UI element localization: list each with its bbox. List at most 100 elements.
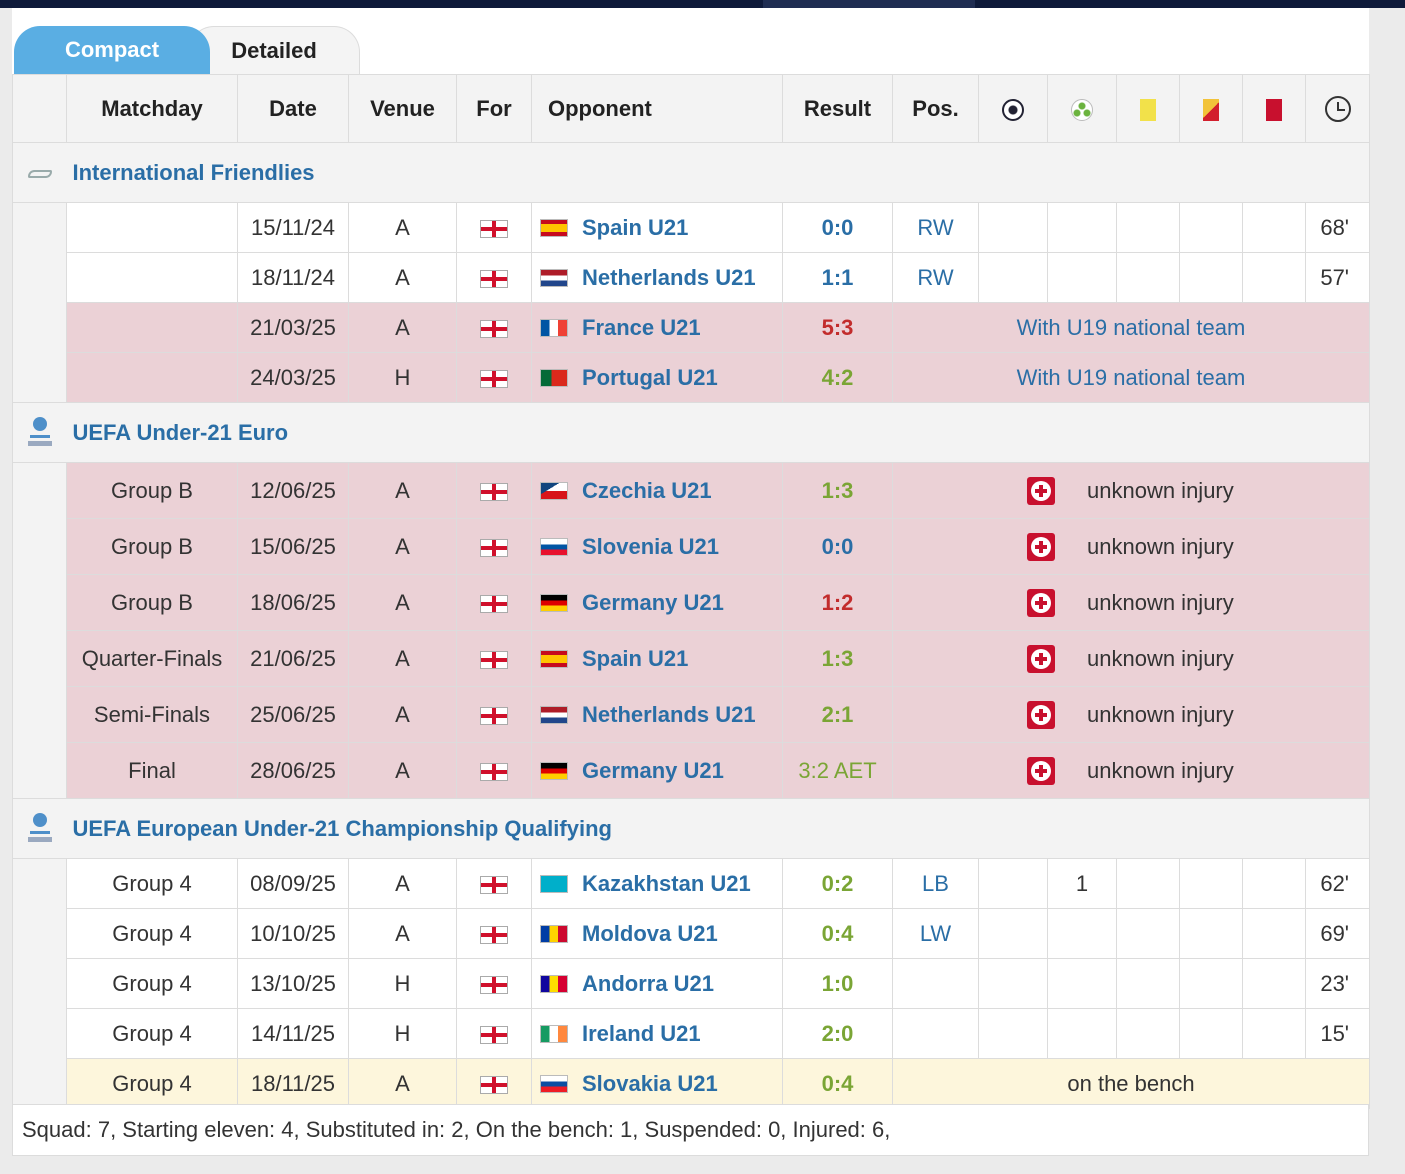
opponent-link[interactable]: Moldova U21 (582, 921, 718, 947)
result-cell: 1:3 (782, 630, 893, 687)
competition-row: UEFA Under-21 Euro (12, 402, 1370, 463)
status-note-text: on the bench (1067, 1070, 1195, 1096)
result-link[interactable]: 5:3 (821, 314, 854, 340)
competition-name[interactable]: UEFA Under-21 Euro (66, 402, 1370, 463)
injury-text: unknown injury (1087, 757, 1234, 783)
row-spacer (12, 1008, 67, 1059)
header-for[interactable]: For (456, 74, 532, 143)
date-cell: 24/03/25 (237, 352, 349, 403)
pos-cell: LW (892, 908, 979, 959)
competition-name[interactable]: UEFA European Under-21 Championship Qual… (66, 798, 1370, 859)
for-cell (456, 1058, 532, 1109)
competition-name[interactable]: International Friendlies (66, 142, 1370, 203)
status-note-text: With U19 national team (1016, 364, 1246, 390)
for-cell (456, 908, 532, 959)
header-pos[interactable]: Pos. (892, 74, 979, 143)
england-flag-icon (480, 269, 508, 288)
result-link[interactable]: 4:2 (821, 364, 854, 390)
tab-compact[interactable]: Compact (14, 26, 210, 74)
result-link[interactable]: 3:2 AET (798, 757, 877, 783)
red-card-icon (1266, 98, 1282, 121)
row-spacer (12, 462, 67, 519)
goals-cell (978, 252, 1048, 303)
opponent-link[interactable]: Kazakhstan U21 (582, 871, 751, 897)
injury-icon (1027, 756, 1055, 785)
header-matchday[interactable]: Matchday (66, 74, 238, 143)
assists-icon (1071, 98, 1093, 121)
opponent-link[interactable]: Czechia U21 (582, 478, 712, 504)
portugal-flag-icon (540, 369, 568, 388)
yellow-cell (1116, 858, 1180, 909)
opponent-cell: Kazakhstan U21 (531, 858, 783, 909)
trophy-icon (27, 416, 53, 449)
yellow-cell (1116, 908, 1180, 959)
opponent-link[interactable]: Slovakia U21 (582, 1071, 718, 1097)
header-second-yellow[interactable] (1179, 74, 1243, 143)
result-cell: 4:2 (782, 352, 893, 403)
header-goals[interactable] (978, 74, 1048, 143)
matchday-cell: Group 4 (66, 908, 238, 959)
spain-flag-icon (540, 650, 568, 669)
result-cell: 1:3 (782, 462, 893, 519)
opponent-link[interactable]: Slovenia U21 (582, 534, 719, 560)
opponent-link[interactable]: Spain U21 (582, 215, 689, 241)
result-link[interactable]: 1:1 (821, 264, 854, 290)
result-link[interactable]: 0:0 (821, 214, 854, 240)
opponent-link[interactable]: Netherlands U21 (582, 265, 756, 291)
header-result[interactable]: Result (782, 74, 893, 143)
injury-text: unknown injury (1087, 477, 1234, 503)
opponent-link[interactable]: Germany U21 (582, 758, 724, 784)
opponent-link[interactable]: Ireland U21 (582, 1021, 701, 1047)
venue-cell: A (348, 686, 457, 743)
match-row: Group 4 08/09/25 A Kazakhstan U21 0:2 LB … (12, 858, 1370, 909)
opponent-cell: Ireland U21 (531, 1008, 783, 1059)
header-opponent[interactable]: Opponent (531, 74, 783, 143)
handshake-icon (26, 166, 54, 182)
opponent-link[interactable]: Netherlands U21 (582, 702, 756, 728)
france-flag-icon (540, 319, 568, 338)
header-yellow[interactable] (1116, 74, 1180, 143)
second-yellow-cell (1179, 202, 1243, 253)
result-link[interactable]: 1:3 (821, 477, 854, 503)
competition-icon-cell (12, 798, 67, 859)
header-assists[interactable] (1047, 74, 1117, 143)
opponent-link[interactable]: Portugal U21 (582, 365, 718, 391)
for-cell (456, 202, 532, 253)
result-link[interactable]: 0:2 (821, 870, 854, 896)
opponent-link[interactable]: Germany U21 (582, 590, 724, 616)
opponent-cell: France U21 (531, 302, 783, 353)
summary-footer: Squad: 7, Starting eleven: 4, Substitute… (12, 1104, 1369, 1156)
header-date[interactable]: Date (237, 74, 349, 143)
venue-cell: A (348, 574, 457, 631)
result-link[interactable]: 1:2 (821, 589, 854, 615)
tab-detailed[interactable]: Detailed (188, 26, 360, 74)
opponent-link[interactable]: France U21 (582, 315, 701, 341)
result-link[interactable]: 1:3 (821, 645, 854, 671)
injury-icon (1027, 588, 1055, 617)
result-link[interactable]: 1:0 (821, 970, 854, 996)
minutes-cell: 23' (1305, 958, 1370, 1009)
result-link[interactable]: 2:0 (821, 1020, 854, 1046)
date-cell: 15/06/25 (237, 518, 349, 575)
date-cell: 18/11/25 (237, 1058, 349, 1109)
header-red[interactable] (1242, 74, 1306, 143)
injury-icon (1027, 644, 1055, 673)
result-link[interactable]: 0:4 (821, 920, 854, 946)
slovenia-flag-icon (540, 538, 568, 557)
england-flag-icon (480, 219, 508, 238)
result-link[interactable]: 2:1 (821, 701, 854, 727)
minutes-cell: 69' (1305, 908, 1370, 959)
header-blank (12, 74, 67, 143)
header-minutes[interactable] (1305, 74, 1370, 143)
result-link[interactable]: 0:0 (821, 533, 854, 559)
date-cell: 13/10/25 (237, 958, 349, 1009)
pos-cell (892, 958, 979, 1009)
injury-icon (1027, 700, 1055, 729)
match-row: 21/03/25 A France U21 5:3 With U19 nation… (12, 302, 1370, 353)
opponent-link[interactable]: Andorra U21 (582, 971, 715, 997)
opponent-link[interactable]: Spain U21 (582, 646, 689, 672)
result-link[interactable]: 0:4 (821, 1070, 854, 1096)
header-venue[interactable]: Venue (348, 74, 457, 143)
second-yellow-cell (1179, 908, 1243, 959)
match-row: 24/03/25 H Portugal U21 4:2 With U19 nati… (12, 352, 1370, 403)
